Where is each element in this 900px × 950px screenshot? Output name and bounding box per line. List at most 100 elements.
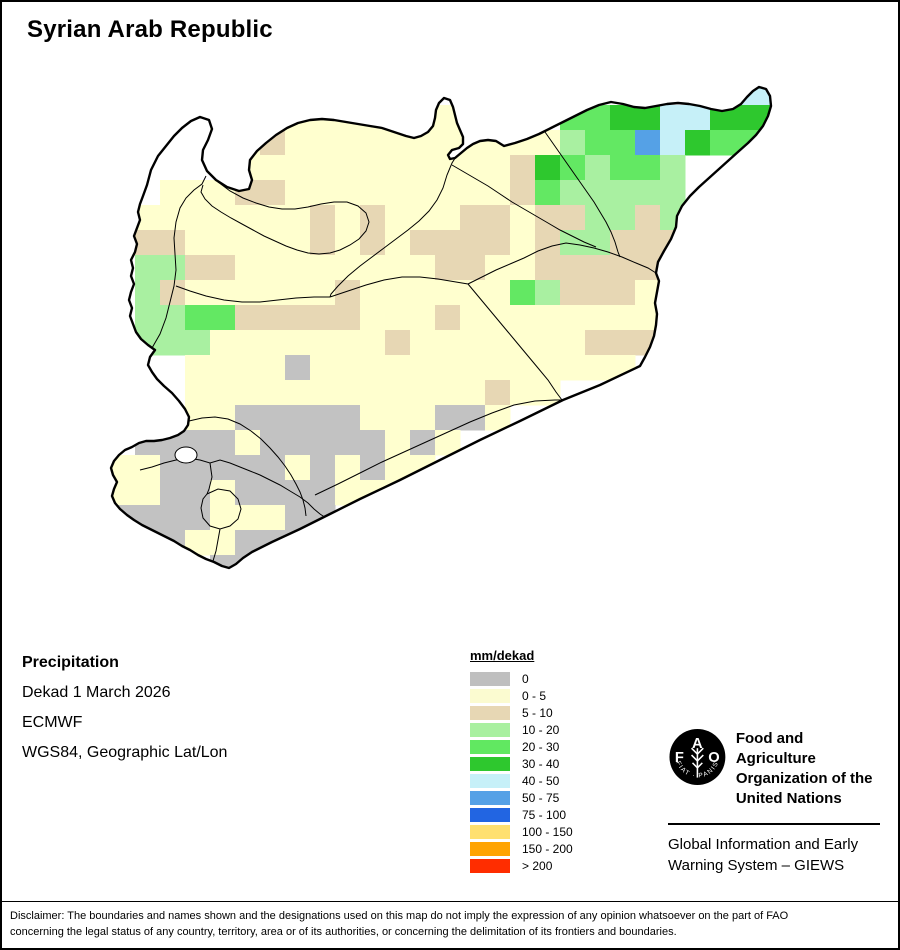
legend-swatch xyxy=(470,671,510,686)
fao-logo-icon: F A O FIAT · PANIS xyxy=(669,729,726,785)
grid-cell xyxy=(260,505,286,531)
grid-cell xyxy=(560,330,586,356)
grid-cell xyxy=(235,530,261,556)
grid-cell xyxy=(160,180,186,206)
grid-cell xyxy=(185,280,211,306)
grid-cell xyxy=(635,105,661,131)
product-label: Precipitation xyxy=(22,654,119,671)
grid-cell xyxy=(360,305,386,331)
legend-label: 40 - 50 xyxy=(522,773,560,788)
grid-cell xyxy=(510,355,536,381)
grid-cell xyxy=(335,430,361,456)
grid-cell xyxy=(360,405,386,431)
grid-cell xyxy=(485,105,511,131)
grid-cell xyxy=(310,180,336,206)
grid-cell xyxy=(560,280,586,306)
precipitation-map xyxy=(109,85,773,570)
source-label: ECMWF xyxy=(22,714,83,731)
grid-cell xyxy=(135,280,161,306)
dekad-label: Dekad 1 March 2026 xyxy=(22,684,171,701)
grid-cell xyxy=(560,130,586,156)
legend-swatch xyxy=(470,739,510,754)
grid-cell xyxy=(610,105,636,131)
grid-cell xyxy=(385,330,411,356)
grid-cell xyxy=(235,455,261,481)
grid-cell xyxy=(560,230,586,256)
grid-cell xyxy=(460,205,486,231)
legend-label: 75 - 100 xyxy=(522,807,567,822)
grid-cell xyxy=(285,430,311,456)
grid-cell xyxy=(560,305,586,331)
grid-cell xyxy=(260,330,286,356)
grid-cell xyxy=(310,380,336,406)
grid-cell xyxy=(585,155,611,181)
legend-row: 5 - 10 xyxy=(470,704,573,721)
admin-boundary-line xyxy=(200,488,242,530)
grid-cell xyxy=(560,355,586,381)
grid-cell xyxy=(235,105,261,131)
grid-cell xyxy=(335,180,361,206)
grid-cell xyxy=(285,330,311,356)
grid-cell xyxy=(385,230,411,256)
grid-cell xyxy=(610,280,636,306)
page-title: Syrian Arab Republic xyxy=(27,16,273,43)
grid-cell xyxy=(360,380,386,406)
grid-cell xyxy=(760,130,771,156)
grid-cell xyxy=(260,155,286,181)
grid-cell xyxy=(160,330,186,356)
grid-cell xyxy=(310,355,336,381)
grid-cell xyxy=(460,330,486,356)
grid-cell xyxy=(610,230,636,256)
grid-cell xyxy=(635,180,661,206)
grid-cell xyxy=(435,380,461,406)
grid-cell xyxy=(210,280,236,306)
grid-cell xyxy=(360,455,386,481)
grid-cell xyxy=(360,430,386,456)
admin-boundary-line xyxy=(206,462,213,495)
admin-boundary-line xyxy=(175,285,330,303)
grid-cell xyxy=(260,405,286,431)
disclaimer-divider xyxy=(0,901,900,902)
grid-cell xyxy=(410,230,436,256)
grid-cell xyxy=(610,255,636,281)
fao-name: Food and Agriculture Organization of the… xyxy=(735,730,873,807)
grid-cell xyxy=(185,230,211,256)
grid-cell xyxy=(210,430,236,456)
grid-cell xyxy=(460,305,486,331)
grid-cell xyxy=(111,230,136,256)
grid-cell xyxy=(535,305,561,331)
legend-row: 40 - 50 xyxy=(470,772,573,789)
grid-cell xyxy=(310,480,336,506)
grid-cell xyxy=(210,455,236,481)
grid-cell xyxy=(135,530,161,556)
grid-cell xyxy=(385,405,411,431)
grid-cell xyxy=(535,355,561,381)
grid-cell xyxy=(560,205,586,231)
grid-cell xyxy=(335,105,361,131)
grid-cell xyxy=(685,105,711,131)
grid-cell xyxy=(585,280,611,306)
grid-cell xyxy=(135,230,161,256)
grid-cell xyxy=(185,305,211,331)
grid-cell xyxy=(360,130,386,156)
grid-cell xyxy=(485,330,511,356)
legend-swatch xyxy=(470,824,510,839)
admin-boundary-line xyxy=(151,175,207,349)
grid-cell xyxy=(635,155,661,181)
grid-cell xyxy=(435,405,461,431)
grid-cell xyxy=(235,505,261,531)
grid-cell xyxy=(185,480,211,506)
grid-cell xyxy=(410,430,436,456)
grid-cell xyxy=(460,380,486,406)
grid-cell xyxy=(485,380,511,406)
grid-cell xyxy=(335,355,361,381)
legend-rows: 0 0 - 5 5 - 10 10 - 20 20 - 30 30 - 40 40 - 50… xyxy=(470,670,573,874)
grid-cell xyxy=(160,530,186,556)
legend-swatch xyxy=(470,722,510,737)
grid-cell xyxy=(410,380,436,406)
grid-cell xyxy=(185,530,211,556)
fao-footer-block: F A O FIAT · PANIS Food and Agriculture … xyxy=(668,726,884,876)
grid-cell xyxy=(260,380,286,406)
disclaimer: Disclaimer: The boundaries and names sho… xyxy=(10,910,789,938)
